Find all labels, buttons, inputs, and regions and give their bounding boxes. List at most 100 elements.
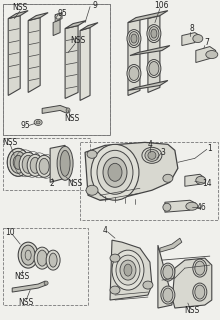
Ellipse shape [57, 146, 73, 180]
Ellipse shape [27, 154, 43, 176]
Ellipse shape [19, 152, 37, 176]
Text: 106: 106 [155, 1, 169, 10]
Ellipse shape [145, 149, 159, 161]
Text: 10: 10 [6, 228, 15, 237]
Polygon shape [12, 281, 46, 292]
Polygon shape [128, 19, 140, 95]
Polygon shape [65, 26, 78, 99]
Ellipse shape [151, 29, 157, 38]
Ellipse shape [86, 185, 98, 195]
Ellipse shape [36, 155, 52, 177]
Ellipse shape [120, 260, 136, 280]
Polygon shape [130, 45, 170, 56]
Ellipse shape [21, 245, 35, 265]
Polygon shape [28, 18, 40, 92]
Ellipse shape [163, 174, 173, 182]
Ellipse shape [142, 147, 162, 163]
Ellipse shape [110, 254, 120, 262]
Ellipse shape [161, 263, 175, 281]
Polygon shape [80, 23, 98, 31]
Text: 7: 7 [204, 38, 209, 47]
Ellipse shape [193, 283, 207, 301]
Ellipse shape [66, 108, 70, 113]
Ellipse shape [186, 202, 198, 210]
Ellipse shape [44, 281, 48, 285]
Text: 95: 95 [57, 9, 67, 18]
Ellipse shape [34, 247, 50, 269]
Ellipse shape [49, 253, 57, 267]
Text: NSS: NSS [18, 298, 34, 307]
Ellipse shape [127, 65, 141, 83]
Ellipse shape [110, 286, 120, 294]
Text: 14: 14 [202, 179, 212, 188]
Polygon shape [128, 11, 168, 23]
Ellipse shape [206, 51, 218, 59]
Polygon shape [80, 28, 90, 100]
Ellipse shape [124, 264, 132, 276]
Text: NSS: NSS [3, 138, 18, 147]
Ellipse shape [60, 150, 70, 176]
Ellipse shape [193, 259, 207, 277]
Ellipse shape [163, 265, 173, 279]
Ellipse shape [30, 157, 40, 173]
Text: 46: 46 [197, 203, 207, 212]
Text: NSS: NSS [64, 114, 80, 123]
Polygon shape [160, 238, 182, 252]
Ellipse shape [97, 150, 133, 194]
Ellipse shape [131, 34, 137, 43]
Text: NSS: NSS [70, 36, 86, 45]
Text: 4: 4 [147, 140, 152, 149]
Polygon shape [65, 20, 86, 28]
Ellipse shape [87, 150, 97, 158]
Polygon shape [55, 12, 62, 22]
Ellipse shape [163, 288, 173, 302]
Text: NSS: NSS [13, 3, 28, 12]
Ellipse shape [129, 32, 139, 45]
Ellipse shape [163, 203, 171, 211]
Text: NSS: NSS [184, 306, 200, 315]
Ellipse shape [108, 163, 122, 181]
Ellipse shape [22, 155, 34, 173]
Ellipse shape [36, 121, 40, 124]
Text: NSS: NSS [68, 179, 83, 188]
Polygon shape [158, 245, 212, 308]
Text: 1: 1 [207, 144, 212, 153]
Ellipse shape [34, 119, 42, 125]
Polygon shape [8, 11, 28, 19]
Polygon shape [185, 174, 204, 186]
Ellipse shape [37, 250, 47, 266]
Ellipse shape [10, 151, 26, 173]
Ellipse shape [148, 151, 156, 159]
Ellipse shape [195, 285, 205, 299]
Text: 9: 9 [93, 1, 97, 10]
Ellipse shape [149, 61, 159, 76]
Polygon shape [148, 16, 160, 92]
Ellipse shape [161, 286, 175, 304]
Polygon shape [8, 16, 20, 95]
Ellipse shape [127, 29, 141, 48]
Polygon shape [128, 81, 168, 91]
Polygon shape [196, 46, 216, 62]
Ellipse shape [147, 25, 161, 43]
Text: 4: 4 [103, 226, 107, 235]
Text: 8: 8 [189, 24, 194, 33]
Text: 3: 3 [160, 148, 165, 157]
Ellipse shape [112, 250, 144, 290]
Text: 95: 95 [20, 121, 30, 130]
Ellipse shape [46, 250, 60, 270]
Polygon shape [182, 33, 200, 45]
Ellipse shape [129, 67, 139, 81]
Ellipse shape [91, 144, 139, 200]
Ellipse shape [13, 155, 23, 169]
Ellipse shape [7, 148, 29, 176]
Ellipse shape [18, 242, 38, 268]
Text: 2: 2 [50, 179, 55, 188]
Ellipse shape [195, 261, 205, 275]
Ellipse shape [193, 35, 203, 43]
Polygon shape [42, 105, 68, 113]
Ellipse shape [149, 27, 159, 41]
Ellipse shape [55, 14, 61, 19]
Ellipse shape [116, 255, 140, 285]
Ellipse shape [143, 281, 153, 289]
Polygon shape [85, 142, 178, 200]
